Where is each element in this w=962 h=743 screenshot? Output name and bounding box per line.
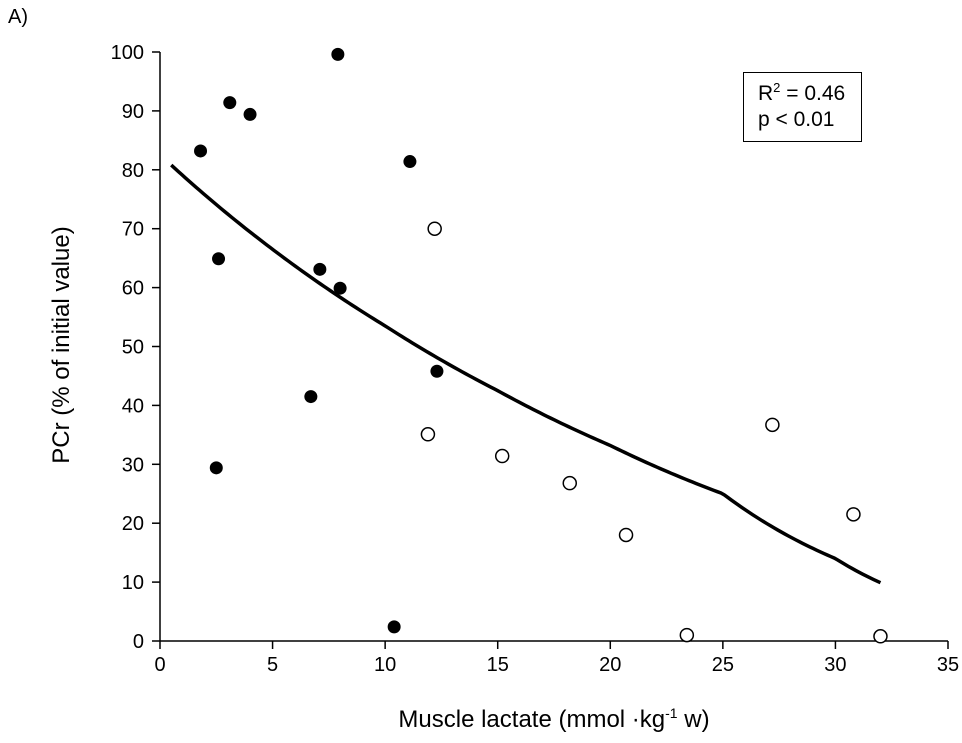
data-point-filled bbox=[387, 620, 401, 634]
panel-label: A) bbox=[8, 6, 28, 28]
fit-curve bbox=[170, 163, 882, 585]
data-point-open bbox=[765, 417, 780, 433]
data-point-open bbox=[846, 507, 861, 522]
data-point-filled bbox=[331, 47, 345, 61]
data-point-open bbox=[562, 475, 578, 491]
data-point-open bbox=[618, 527, 634, 543]
y-tick-label: 20 bbox=[122, 513, 144, 535]
data-point-filled bbox=[209, 461, 223, 475]
data-point-open bbox=[679, 627, 695, 643]
x-tick-label: 15 bbox=[487, 654, 509, 676]
p-value-text: p < 0.01 bbox=[758, 108, 835, 131]
x-tick-label: 20 bbox=[599, 654, 621, 676]
data-point-filled bbox=[430, 364, 444, 378]
data-point-filled bbox=[212, 252, 226, 266]
x-tick-label: 5 bbox=[267, 654, 278, 676]
y-tick-label: 80 bbox=[122, 160, 144, 182]
y-tick-label: 10 bbox=[122, 572, 144, 594]
y-tick-label: 30 bbox=[122, 454, 144, 476]
y-tick-label: 50 bbox=[122, 337, 144, 359]
x-tick-label: 0 bbox=[154, 654, 165, 676]
y-tick-label: 70 bbox=[122, 219, 144, 241]
data-point-filled bbox=[403, 155, 417, 169]
x-tick-label: 25 bbox=[712, 654, 734, 676]
x-tick-label: 35 bbox=[937, 654, 959, 676]
x-tick-label: 30 bbox=[824, 654, 846, 676]
x-tick-label: 10 bbox=[374, 654, 396, 676]
r-squared-text: R2 = 0.46 bbox=[758, 80, 846, 105]
y-tick-label: 100 bbox=[111, 42, 144, 64]
data-point-filled bbox=[304, 390, 318, 404]
data-point-filled bbox=[223, 96, 237, 110]
y-tick-label: 60 bbox=[122, 278, 144, 300]
stats-annotation-box: R2 = 0.46 p < 0.01 bbox=[743, 72, 862, 142]
y-tick-label: 0 bbox=[133, 631, 144, 653]
y-tick-label: 90 bbox=[122, 101, 144, 123]
data-point-filled bbox=[333, 281, 347, 295]
y-axis-label: PCr (% of initial value) bbox=[48, 226, 75, 464]
data-point-open bbox=[420, 427, 436, 442]
data-point-open bbox=[427, 221, 442, 236]
y-tick-label: 40 bbox=[122, 395, 144, 417]
data-point-open bbox=[494, 448, 510, 464]
data-point-filled bbox=[194, 144, 208, 158]
data-point-filled bbox=[243, 107, 257, 121]
data-point-filled bbox=[313, 262, 327, 276]
x-axis-label: Muscle lactate (mmol ·kg-1 w) bbox=[398, 705, 710, 733]
data-point-open bbox=[873, 629, 888, 644]
